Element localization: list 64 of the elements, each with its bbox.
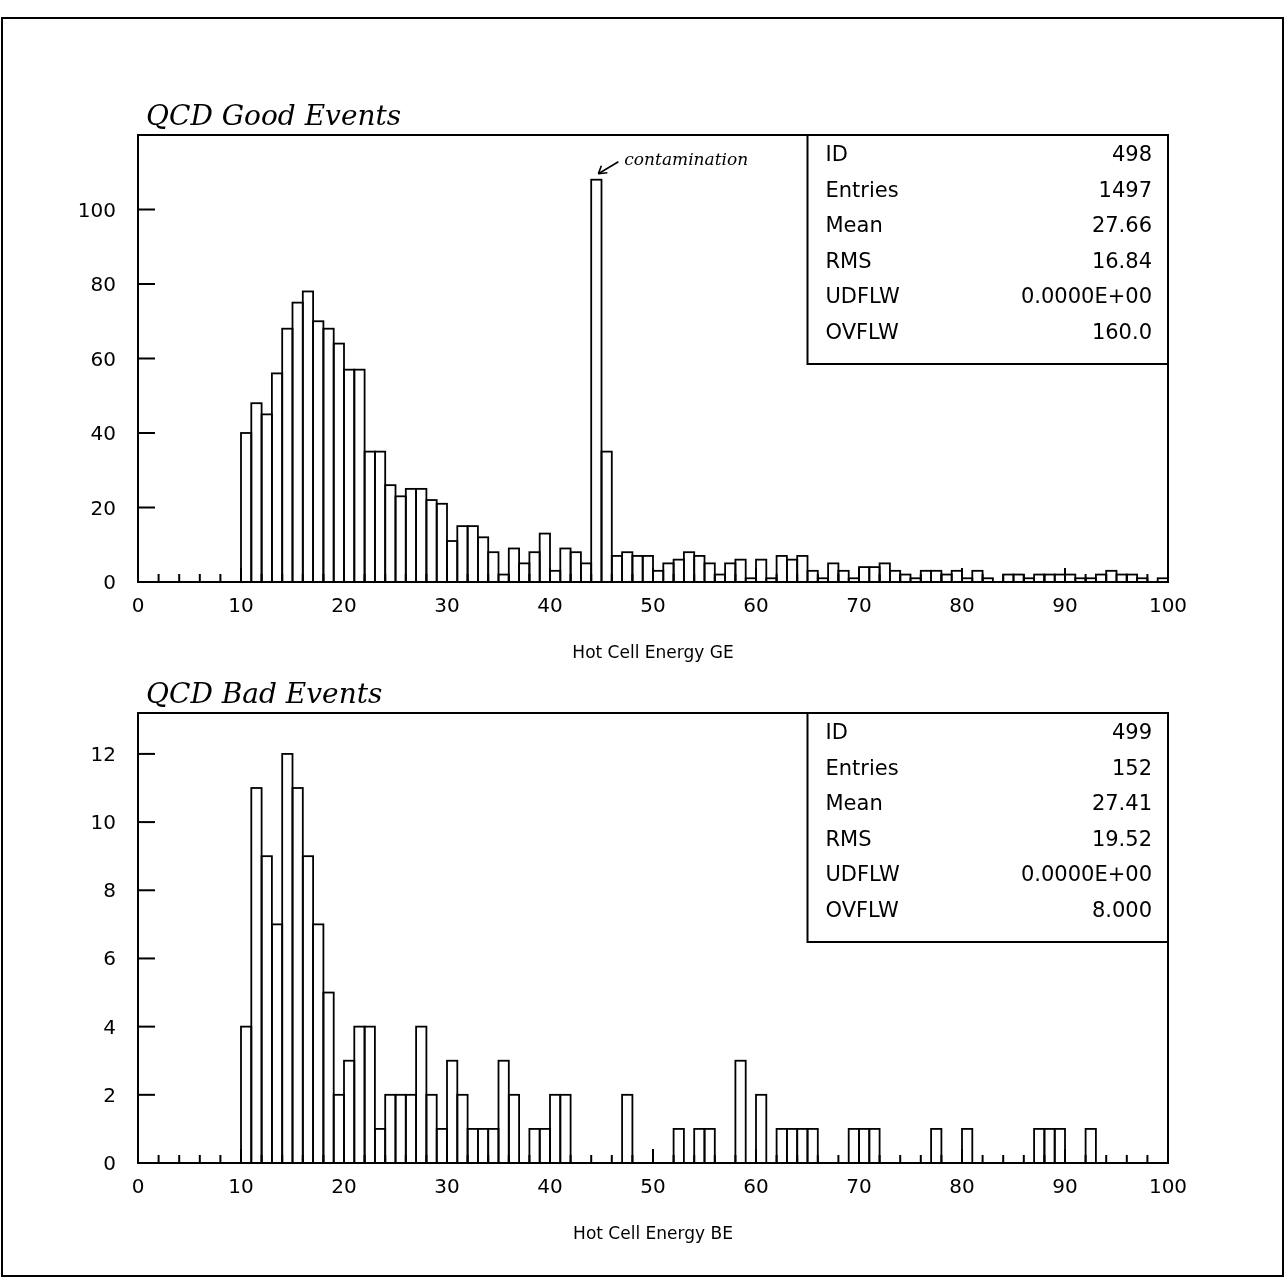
x-tick-label: 10 xyxy=(228,593,254,617)
x-tick-label: 70 xyxy=(846,1174,872,1198)
y-tick-label: 6 xyxy=(103,946,116,971)
x-axis-title: Hot Cell Energy BE xyxy=(573,1223,733,1243)
annotation: 27.41 xyxy=(1091,791,1152,815)
x-tick-label: 80 xyxy=(949,593,975,617)
x-tick-label: 90 xyxy=(1052,593,1078,617)
y-tick-label: 80 xyxy=(90,272,116,296)
annotation: 16.84 xyxy=(1091,248,1152,273)
annotation: RMS xyxy=(825,248,872,273)
x-tick-label: 50 xyxy=(640,593,666,617)
x-tick-label: 100 xyxy=(1148,593,1188,617)
y-tick-label: 2 xyxy=(103,1082,116,1107)
x-tick-label: 70 xyxy=(846,593,872,617)
y-tick-label: 12 xyxy=(90,741,116,766)
annotation: 8.000 xyxy=(1091,897,1152,922)
x-tick-label: 20 xyxy=(331,1174,357,1198)
x-tick-label: 50 xyxy=(640,1174,666,1198)
chart-title: QCD Good Events xyxy=(146,99,402,132)
annotation: UDFLW xyxy=(825,862,900,886)
annotation: contamination xyxy=(624,148,749,169)
x-tick-label: 0 xyxy=(131,593,145,617)
x-tick-label: 100 xyxy=(1148,1174,1188,1198)
annotation: 27.66 xyxy=(1091,213,1152,237)
annotation: ID xyxy=(825,142,848,166)
annotation: 19.52 xyxy=(1091,826,1152,851)
x-tick-label: 80 xyxy=(949,1174,975,1198)
x-tick-label: 90 xyxy=(1052,1174,1078,1198)
annotation: 498 xyxy=(1111,142,1152,166)
y-tick-label: 8 xyxy=(103,878,116,903)
annotation: 1497 xyxy=(1098,177,1152,202)
y-tick-label: 0 xyxy=(103,570,116,594)
y-tick-label: 4 xyxy=(103,1014,116,1039)
x-tick-label: 30 xyxy=(434,593,460,617)
annotation: 0.0000E+00 xyxy=(1020,862,1152,886)
y-tick-label: 60 xyxy=(90,346,116,371)
annotation: 0.0000E+00 xyxy=(1020,284,1152,308)
x-tick-label: 40 xyxy=(537,593,563,617)
x-tick-label: 10 xyxy=(228,1174,254,1198)
annotation: OVFLW xyxy=(825,319,899,344)
annotation: OVFLW xyxy=(825,897,899,922)
annotation: Entries xyxy=(825,755,899,780)
chart-title: QCD Bad Events xyxy=(146,677,383,710)
annotation: Mean xyxy=(825,791,883,815)
x-tick-label: 60 xyxy=(743,1174,769,1198)
x-tick-label: 40 xyxy=(537,1174,563,1198)
annotation: 160.0 xyxy=(1091,319,1152,344)
y-tick-label: 40 xyxy=(90,421,116,445)
annotation: 499 xyxy=(1111,720,1152,744)
annotation: ID xyxy=(825,720,848,744)
x-tick-label: 60 xyxy=(743,593,769,617)
x-tick-label: 20 xyxy=(331,593,357,617)
annotation: Entries xyxy=(825,177,899,202)
y-tick-label: 100 xyxy=(77,197,116,222)
annotation: Mean xyxy=(825,213,883,237)
x-axis-title: Hot Cell Energy GE xyxy=(572,642,734,662)
annotation: 152 xyxy=(1111,755,1152,780)
y-tick-label: 10 xyxy=(90,810,116,835)
y-tick-label: 20 xyxy=(90,495,116,520)
annotation: UDFLW xyxy=(825,284,900,308)
x-tick-label: 30 xyxy=(434,1174,460,1198)
y-tick-label: 0 xyxy=(103,1151,116,1175)
annotation: RMS xyxy=(825,826,872,851)
x-tick-label: 0 xyxy=(131,1174,145,1198)
